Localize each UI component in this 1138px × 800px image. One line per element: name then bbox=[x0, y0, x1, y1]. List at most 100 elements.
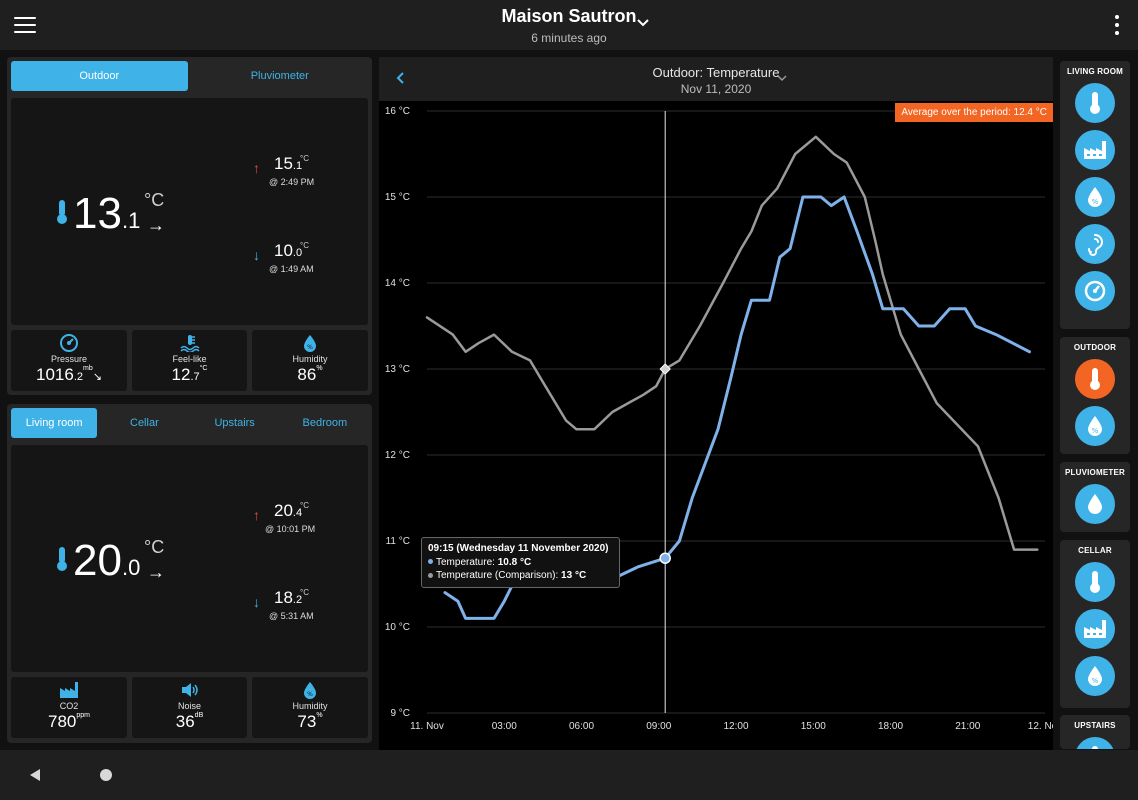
noise-value: 36dB bbox=[175, 712, 204, 731]
gauge-icon bbox=[60, 334, 78, 352]
humidity-value: 73% bbox=[297, 712, 323, 731]
min-unit: °C bbox=[300, 588, 309, 597]
x-tick-label: 21:00 bbox=[955, 721, 980, 732]
chevron-down-icon[interactable] bbox=[634, 14, 652, 32]
x-tick-label: 18:00 bbox=[878, 721, 903, 732]
gauge-button[interactable] bbox=[1075, 271, 1115, 311]
title-block: Maison Sautron 6 minutes ago bbox=[0, 6, 1138, 45]
back-triangle-icon[interactable] bbox=[28, 768, 42, 782]
humidity-drop-icon: % bbox=[1087, 415, 1103, 437]
home-circle-icon[interactable] bbox=[100, 769, 112, 781]
chart-title: Outdoor: Temperature bbox=[652, 65, 780, 80]
humidity-drop-button[interactable]: % bbox=[1075, 406, 1115, 446]
noise-label: Noise bbox=[177, 701, 201, 711]
thermometer-button[interactable] bbox=[1075, 359, 1115, 399]
sidebar-group-label: LIVING ROOM bbox=[1067, 67, 1123, 76]
factory-button[interactable] bbox=[1075, 130, 1115, 170]
max-arrow-up-icon: ↑ bbox=[253, 507, 260, 523]
thermometer-button[interactable] bbox=[1075, 562, 1115, 602]
min-arrow-down-icon: ↓ bbox=[253, 594, 260, 610]
thermometer-water-icon bbox=[179, 335, 200, 352]
svg-text:%: % bbox=[1092, 677, 1099, 685]
tab-cellar[interactable]: Cellar bbox=[130, 417, 159, 429]
indoor-temperature-card[interactable]: 20.0 °C → ↑ 20.4 °C @ 10:01 PM ↓ 18.2 °C… bbox=[11, 445, 368, 672]
feel-like-value: 12.7°C bbox=[171, 365, 208, 384]
noise-ear-icon bbox=[1085, 232, 1105, 256]
max-unit: °C bbox=[300, 501, 309, 510]
humidity-drop-icon: % bbox=[304, 335, 316, 352]
tab-pluviometer[interactable]: Pluviometer bbox=[250, 70, 309, 82]
pressure-tile[interactable]: Pressure 1016.2mb↘ bbox=[11, 330, 127, 391]
x-tick-label: 06:00 bbox=[569, 721, 594, 732]
x-tick-label: 11. Nov bbox=[410, 721, 444, 732]
outdoor-station-panel: Outdoor Pluviometer 13.1 °C → ↑ 15.1 °C … bbox=[7, 57, 372, 395]
top-app-bar: Maison Sautron 6 minutes ago bbox=[0, 0, 1138, 50]
min-time: @ 1:49 AM bbox=[269, 264, 314, 274]
outdoor-humidity-tile[interactable]: % Humidity 86% bbox=[252, 330, 368, 391]
thermometer-icon bbox=[57, 547, 67, 571]
thermometer-icon bbox=[57, 200, 67, 224]
chart-header: Outdoor: Temperature Nov 11, 2020 bbox=[379, 57, 1053, 101]
humidity-drop-button[interactable]: % bbox=[1075, 656, 1115, 696]
thermometer-icon bbox=[1088, 91, 1102, 115]
hamburger-menu-icon[interactable] bbox=[14, 14, 36, 36]
thermometer-icon bbox=[1088, 570, 1102, 594]
factory-button[interactable] bbox=[1075, 609, 1115, 649]
chevron-down-icon[interactable] bbox=[775, 71, 789, 85]
factory-icon bbox=[1083, 619, 1107, 639]
rain-drop-button[interactable] bbox=[1075, 484, 1115, 524]
indoor-humidity-tile[interactable]: % Humidity 73% bbox=[252, 677, 368, 738]
comparison-hover-marker bbox=[659, 363, 671, 375]
thermometer-icon bbox=[1088, 367, 1102, 391]
temperature-line-chart[interactable]: 9 °C 10 °C 11 °C 12 °C 13 °C 14 °C 15 °C 16 °C 1… bbox=[379, 57, 1053, 750]
svg-text:%: % bbox=[307, 344, 313, 351]
sidebar-group-pluviometer: PLUVIOMETER bbox=[1060, 462, 1130, 532]
chevron-left-icon[interactable] bbox=[393, 70, 407, 86]
tab-bedroom[interactable]: Bedroom bbox=[302, 417, 348, 429]
tab-upstairs[interactable]: Upstairs bbox=[214, 417, 255, 429]
y-tick-label: 16 °C bbox=[385, 106, 410, 117]
y-tick-label: 13 °C bbox=[385, 364, 410, 375]
feel-like-tile[interactable]: Feel-like 12.7°C bbox=[132, 330, 247, 391]
tab-outdoor[interactable]: Outdoor bbox=[11, 61, 188, 91]
humidity-drop-button[interactable]: % bbox=[1075, 177, 1115, 217]
rain-drop-icon bbox=[1087, 493, 1103, 515]
factory-icon bbox=[1083, 140, 1107, 160]
sidebar-group-label: CELLAR bbox=[1078, 546, 1112, 555]
min-time: @ 5:31 AM bbox=[269, 611, 314, 621]
y-tick-label: 12 °C bbox=[385, 450, 410, 461]
factory-icon bbox=[60, 682, 78, 698]
tooltip-line-comparison: Temperature (Comparison): 13 °C bbox=[428, 569, 613, 583]
y-tick-label: 10 °C bbox=[385, 622, 410, 633]
humidity-drop-icon: % bbox=[1087, 186, 1103, 208]
trend-stable-icon: → bbox=[147, 215, 165, 235]
x-tick-label: 12. Nov bbox=[1028, 721, 1053, 732]
thermometer-button[interactable] bbox=[1075, 83, 1115, 123]
temperature-hover-marker bbox=[659, 552, 671, 564]
pressure-label: Pressure bbox=[50, 354, 87, 364]
temperature-unit: °C bbox=[144, 190, 165, 210]
noise-ear-button[interactable] bbox=[1075, 224, 1115, 264]
noise-tile[interactable]: Noise 36dB bbox=[132, 677, 247, 738]
outdoor-temperature-card[interactable]: 13.1 °C → ↑ 15.1 °C @ 2:49 PM ↓ 10.0 °C … bbox=[11, 98, 368, 325]
max-temperature: 15.1 bbox=[274, 154, 303, 173]
humidity-label: Humidity bbox=[292, 354, 328, 364]
tab-living-room[interactable]: Living room bbox=[11, 408, 98, 438]
more-options-icon[interactable] bbox=[1114, 15, 1120, 35]
min-arrow-down-icon: ↓ bbox=[253, 247, 260, 263]
min-temperature: 10.0 bbox=[274, 241, 303, 260]
chart-panel: Outdoor: Temperature Nov 11, 2020 9 °C 10… bbox=[379, 57, 1053, 750]
thermometer-button[interactable] bbox=[1075, 737, 1115, 749]
last-update-time: 6 minutes ago bbox=[531, 31, 607, 45]
sidebar-group-living-room: LIVING ROOM% bbox=[1060, 61, 1130, 329]
y-tick-label: 14 °C bbox=[385, 278, 410, 289]
svg-text:%: % bbox=[1092, 427, 1099, 435]
feel-like-label: Feel-like bbox=[172, 354, 207, 364]
max-time: @ 10:01 PM bbox=[265, 524, 316, 534]
co2-tile[interactable]: CO2 780ppm bbox=[11, 677, 127, 738]
tooltip-title: 09:15 (Wednesday 11 November 2020) bbox=[428, 543, 609, 554]
tooltip-line-temperature: Temperature: 10.8 °C bbox=[428, 556, 613, 570]
chart-tooltip: 09:15 (Wednesday 11 November 2020) Tempe… bbox=[421, 537, 620, 588]
x-tick-label: 12:00 bbox=[723, 721, 748, 732]
outdoor-tabs: Outdoor Pluviometer bbox=[11, 61, 368, 91]
